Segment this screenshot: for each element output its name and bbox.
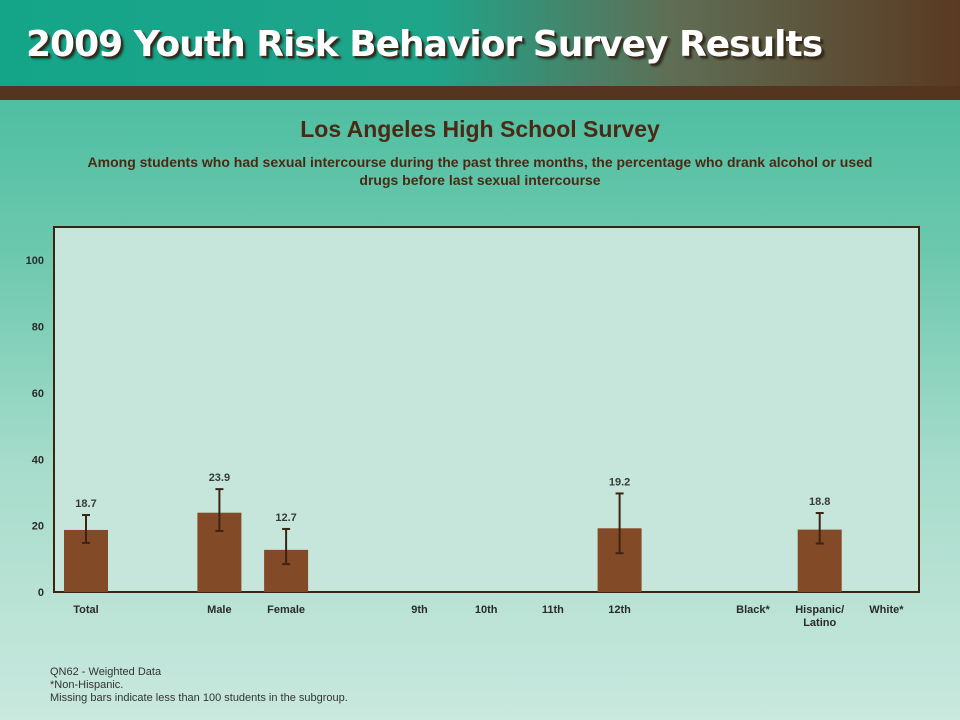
banner-stripe xyxy=(0,86,960,100)
x-tick-label: Female xyxy=(267,604,305,616)
data-label: 19.2 xyxy=(609,476,630,488)
chart-title: Los Angeles High School Survey xyxy=(300,116,660,142)
plot-area xyxy=(53,226,920,593)
x-tick-label: Total xyxy=(73,604,98,616)
y-tick-label: 0 xyxy=(38,587,44,599)
y-tick-label: 20 xyxy=(32,521,44,533)
x-tick-label: 10th xyxy=(475,604,498,616)
x-tick-label: 9th xyxy=(411,604,428,616)
x-tick-label: Latino xyxy=(803,617,836,629)
data-label: 12.7 xyxy=(275,512,296,524)
x-tick-label: White* xyxy=(869,604,904,616)
data-label: 18.7 xyxy=(75,498,96,510)
chart-subtitle: Among students who had sexual intercours… xyxy=(87,154,873,188)
page-title: 2009 Youth Risk Behavior Survey Results xyxy=(26,24,823,65)
data-label: 23.9 xyxy=(209,472,230,484)
title-banner xyxy=(0,0,960,86)
x-tick-label: Male xyxy=(207,604,231,616)
footnote-data-source: QN62 - Weighted Data xyxy=(50,666,162,678)
y-tick-label: 100 xyxy=(26,255,44,267)
y-tick-label: 60 xyxy=(32,388,44,400)
x-tick-label: Black* xyxy=(736,604,770,616)
x-tick-label: 12th xyxy=(608,604,631,616)
y-tick-label: 80 xyxy=(32,322,44,334)
footnote-non-hispanic: *Non-Hispanic. xyxy=(50,679,124,691)
x-tick-label: Hispanic/ xyxy=(795,604,844,616)
y-tick-label: 40 xyxy=(32,454,44,466)
x-tick-label: 11th xyxy=(542,604,564,616)
data-label: 18.8 xyxy=(809,496,830,508)
footnote-missing-bars: Missing bars indicate less than 100 stud… xyxy=(50,692,348,704)
footnotes: QN62 - Weighted Data *Non-Hispanic. Miss… xyxy=(50,666,348,705)
